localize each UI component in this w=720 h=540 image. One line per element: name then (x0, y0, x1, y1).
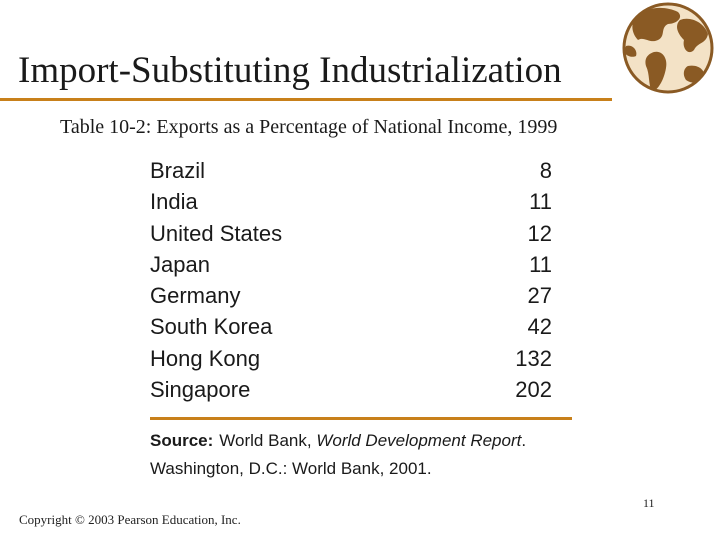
row-country: Brazil (150, 158, 206, 183)
row-country: United States (150, 220, 283, 246)
slide-title: Import-Substituting Industrialization (18, 50, 562, 91)
row-value: 11 (529, 189, 552, 215)
table-row: India 11 (150, 186, 552, 217)
globe-icon (622, 2, 714, 94)
row-country: Germany (150, 283, 241, 309)
row-value: 12 (527, 220, 552, 246)
exports-table: Brazil 8 India 11 United States 12 Japan… (150, 155, 552, 405)
source-publisher: World Bank, (219, 431, 312, 450)
row-value: 8 (539, 158, 552, 183)
title-divider (0, 98, 612, 101)
row-country: Japan (150, 251, 210, 277)
page-number: 11 (643, 496, 655, 510)
source-rest: . Washington, D.C.: World Bank, 2001. (150, 431, 527, 478)
table-caption: Table 10-2: Exports as a Percentage of N… (60, 116, 558, 138)
copyright-notice: Copyright © 2003 Pearson Education, Inc. (19, 512, 241, 527)
table-row: Japan 11 (150, 249, 552, 280)
row-country: South Korea (150, 314, 273, 340)
table-row: Singapore 202 (150, 374, 552, 405)
row-value: 27 (527, 283, 552, 309)
source-label: Source: (150, 431, 214, 450)
table-row: Brazil 8 (150, 155, 552, 186)
row-country: India (150, 189, 198, 215)
table-row: South Korea 42 (150, 311, 552, 342)
row-value: 132 (515, 345, 552, 371)
row-value: 202 (515, 377, 552, 403)
table-row: Hong Kong 132 (150, 343, 552, 374)
row-country: Hong Kong (150, 345, 261, 371)
source-divider (150, 417, 572, 420)
row-country: Singapore (150, 377, 251, 403)
row-value: 42 (527, 314, 552, 340)
row-value: 11 (529, 251, 552, 277)
table-row: Germany 27 (150, 280, 552, 311)
table-row: United States 12 (150, 218, 552, 249)
source-report: World Development Report (316, 431, 522, 450)
source-note: Source: World Bank, World Development Rep… (150, 427, 580, 483)
